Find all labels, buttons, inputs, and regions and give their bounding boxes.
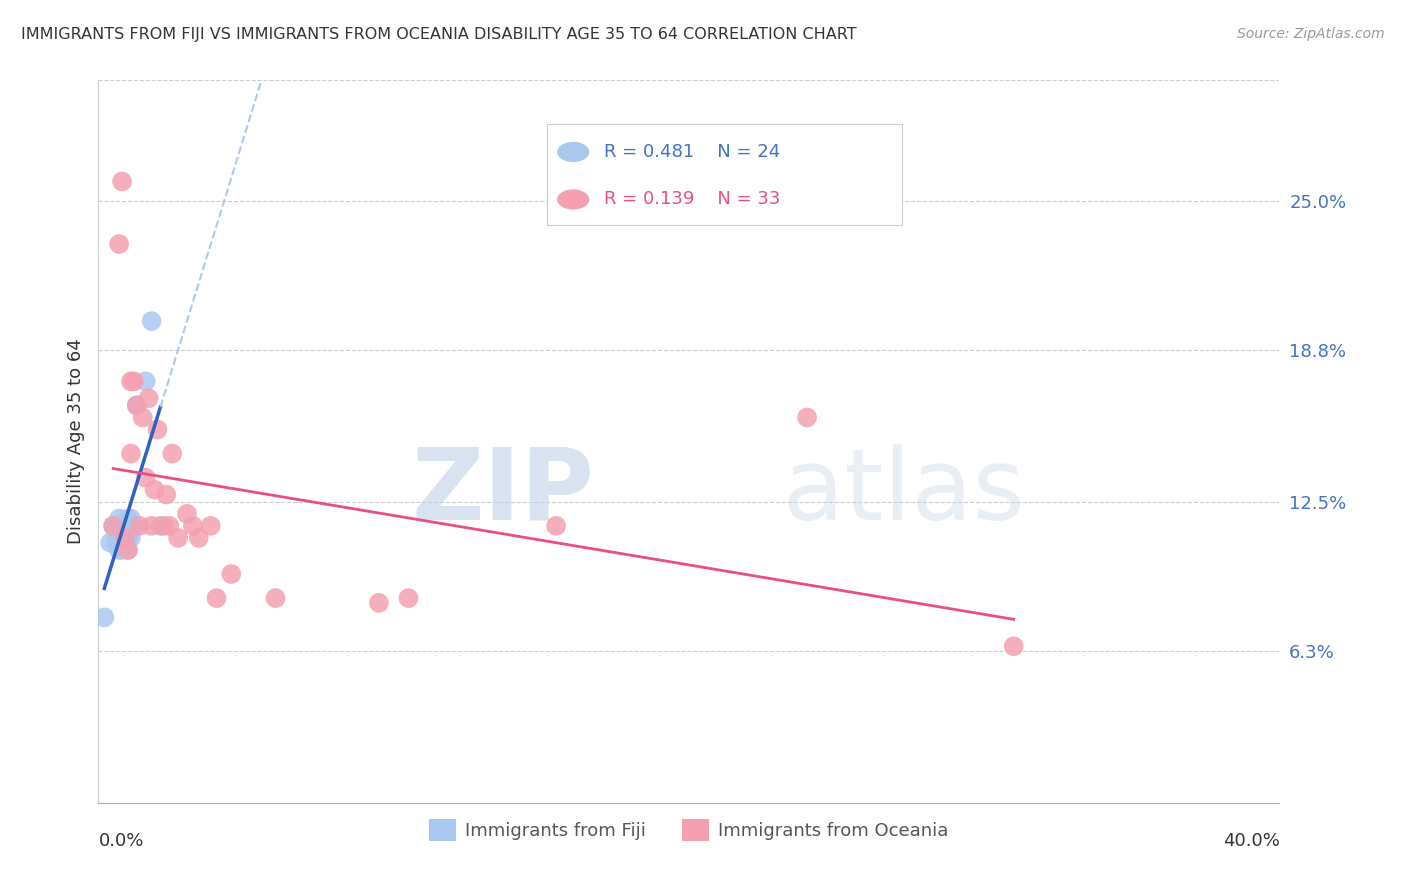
Point [120,531,142,545]
Point [98,535,121,549]
Point [128,518,150,533]
Point [546,518,568,533]
Point [111,518,134,533]
Point [111,542,134,557]
Point [114,524,136,538]
Point [117,531,139,545]
Point [221,567,243,582]
Circle shape [558,143,589,161]
Text: 40.0%: 40.0% [1223,831,1279,850]
Bar [547,124,901,225]
Point [111,174,134,188]
Point [181,518,204,533]
Point [117,542,139,557]
Point [93,610,115,624]
Y-axis label: Disability Age 35 to 64: Disability Age 35 to 64 [66,339,84,544]
Point [157,518,180,533]
Legend: Immigrants from Fiji, Immigrants from Oceania: Immigrants from Fiji, Immigrants from Oc… [422,812,956,848]
Text: R = 0.481    N = 24: R = 0.481 N = 24 [605,143,780,161]
Text: atlas: atlas [783,443,1025,541]
Circle shape [558,190,589,209]
Point [1002,639,1025,653]
Point [114,531,136,545]
Point [114,531,136,545]
Point [205,591,228,605]
Point [132,410,155,425]
Point [117,542,139,557]
Point [264,591,287,605]
Point [155,487,177,501]
Text: IMMIGRANTS FROM FIJI VS IMMIGRANTS FROM OCEANIA DISABILITY AGE 35 TO 64 CORRELAT: IMMIGRANTS FROM FIJI VS IMMIGRANTS FROM … [21,27,856,42]
Text: Source: ZipAtlas.com: Source: ZipAtlas.com [1237,27,1385,41]
Point [143,483,166,497]
Point [108,237,131,252]
Point [368,596,391,610]
Point [200,518,222,533]
Point [135,374,157,388]
Point [162,446,183,460]
Point [176,507,198,521]
Text: 0.0%: 0.0% [98,831,143,850]
Point [141,314,163,328]
Point [796,410,818,425]
Point [138,391,160,405]
Point [122,374,145,388]
Point [122,518,145,533]
Point [111,531,134,545]
Point [117,511,139,525]
Point [108,542,131,557]
Point [125,398,148,412]
Point [120,446,142,460]
Point [120,511,142,525]
Text: R = 0.139    N = 33: R = 0.139 N = 33 [605,191,780,209]
Point [398,591,420,605]
Point [135,470,157,484]
Point [105,535,128,549]
Point [108,511,131,525]
Point [146,422,169,436]
Point [187,531,209,545]
Point [105,524,128,538]
Point [114,535,136,549]
Point [149,518,172,533]
Point [141,518,163,533]
Point [103,518,125,533]
Point [120,374,142,388]
Point [108,531,131,545]
Point [125,398,148,412]
Point [152,518,174,533]
Text: ZIP: ZIP [412,443,595,541]
Point [167,531,190,545]
Point [103,518,125,533]
